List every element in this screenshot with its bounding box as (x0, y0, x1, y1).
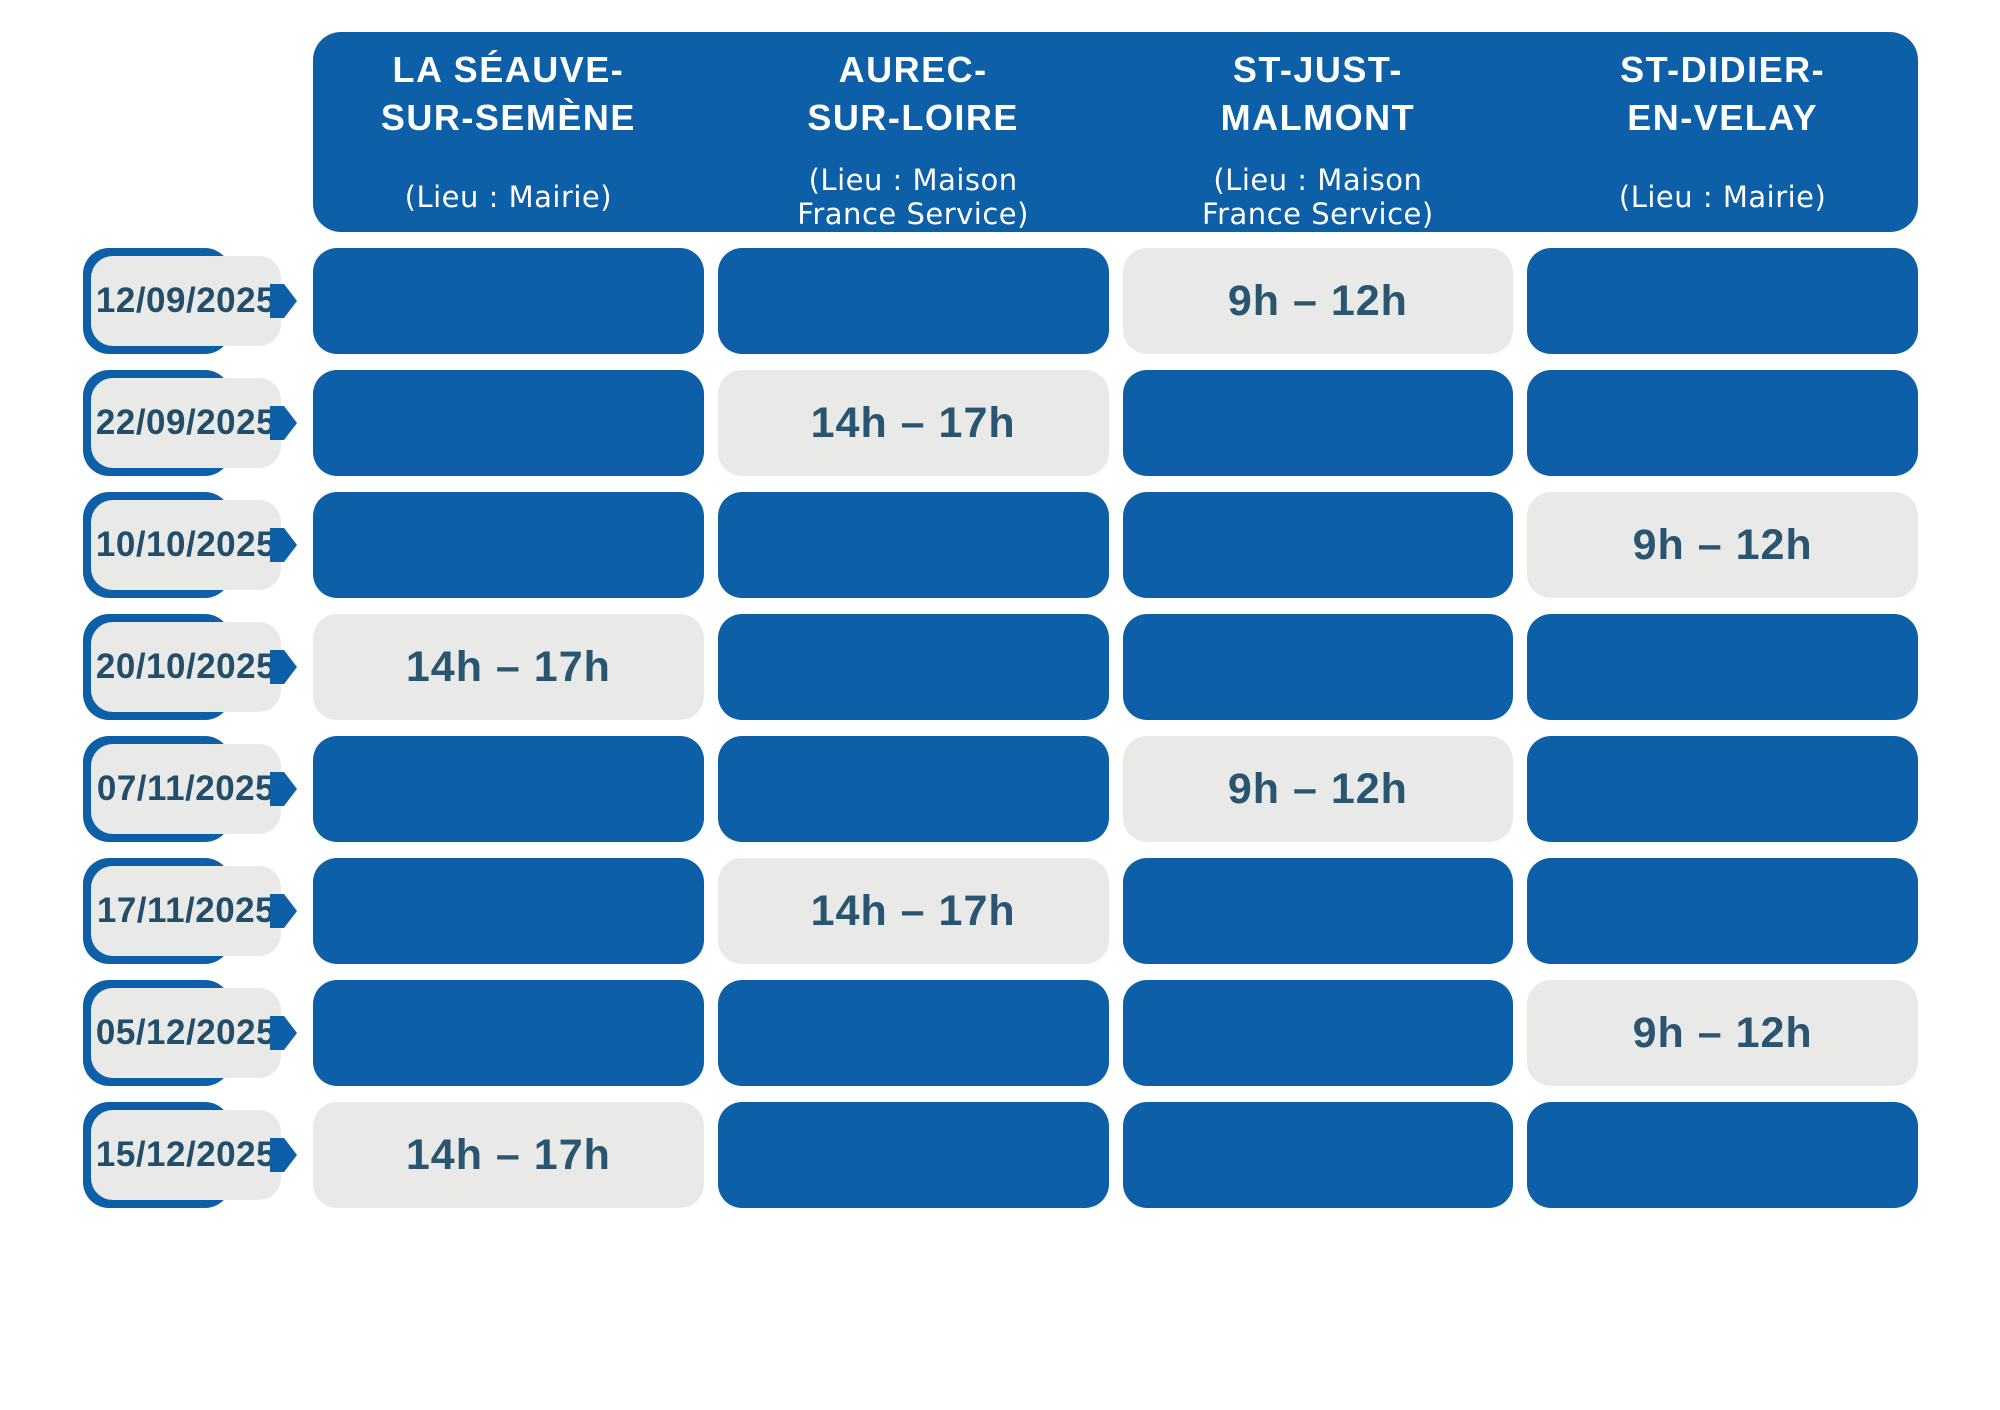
schedule-cell: 9h – 12h (1527, 980, 1918, 1086)
column-location: (Lieu : Mairie) (1618, 180, 1827, 214)
schedule-cell (1527, 248, 1918, 354)
column-location: (Lieu : Maison France Service) (1202, 163, 1434, 231)
schedule-cell (717, 248, 1109, 354)
schedule-cell (717, 1102, 1109, 1208)
schedule-cell (313, 858, 704, 964)
schedule-cell: 14h – 17h (717, 370, 1109, 476)
date-pill: 05/12/2025 (83, 980, 299, 1086)
schedule-cell (1122, 1102, 1514, 1208)
column-location: (Lieu : Maison France Service) (797, 163, 1029, 231)
schedule-cell (1527, 370, 1918, 476)
date-label: 15/12/2025 (91, 1110, 281, 1200)
column-header-st-didier-en-velay: ST-DIDIER- EN-VELAY (Lieu : Mairie) (1527, 32, 1918, 232)
arrow-right-icon (270, 894, 297, 928)
schedule-cell (1527, 736, 1918, 842)
date-label: 07/11/2025 (91, 744, 281, 834)
schedule-cell (717, 980, 1109, 1086)
arrow-right-icon (270, 406, 297, 440)
date-pill: 12/09/2025 (83, 248, 299, 354)
date-pill: 07/11/2025 (83, 736, 299, 842)
schedule-cell (1527, 1102, 1918, 1208)
schedule-cell (313, 370, 704, 476)
table-header: LA SÉAUVE- SUR-SEMÈNE (Lieu : Mairie) AU… (313, 32, 1918, 232)
date-label: 05/12/2025 (91, 988, 281, 1078)
column-header-st-just-malmont: ST-JUST- MALMONT (Lieu : Maison France S… (1123, 32, 1514, 232)
date-pill: 22/09/2025 (83, 370, 299, 476)
arrow-right-icon (270, 1138, 297, 1172)
arrow-right-icon (270, 772, 297, 806)
date-label: 22/09/2025 (91, 378, 281, 468)
schedule-cell (717, 492, 1109, 598)
schedule-cell: 14h – 17h (717, 858, 1109, 964)
schedule-cell: 9h – 12h (1122, 248, 1514, 354)
schedule-cell (1527, 858, 1918, 964)
schedule-cell (1122, 980, 1514, 1086)
arrow-right-icon (270, 284, 297, 318)
date-pill: 17/11/2025 (83, 858, 299, 964)
schedule-cell (1122, 614, 1514, 720)
column-header-aurec-sur-loire: AUREC- SUR-LOIRE (Lieu : Maison France S… (718, 32, 1109, 232)
date-label: 17/11/2025 (91, 866, 281, 956)
schedule-cell: 14h – 17h (313, 614, 704, 720)
column-header-la-seauve-sur-semene: LA SÉAUVE- SUR-SEMÈNE (Lieu : Mairie) (313, 32, 704, 232)
corner-spacer (83, 32, 299, 232)
schedule-cell (313, 248, 704, 354)
schedule-cell (1122, 492, 1514, 598)
date-label: 10/10/2025 (91, 500, 281, 590)
schedule-cell (313, 980, 704, 1086)
arrow-right-icon (270, 650, 297, 684)
schedule-cell (717, 614, 1109, 720)
column-title: ST-JUST- MALMONT (1220, 49, 1416, 138)
schedule-cell (717, 736, 1109, 842)
schedule-cell: 14h – 17h (313, 1102, 704, 1208)
date-pill: 15/12/2025 (83, 1102, 299, 1208)
column-title: AUREC- SUR-LOIRE (807, 49, 1019, 138)
date-pill: 20/10/2025 (83, 614, 299, 720)
date-label: 12/09/2025 (91, 256, 281, 346)
schedule-cell (313, 492, 704, 598)
arrow-right-icon (270, 1016, 297, 1050)
date-pill: 10/10/2025 (83, 492, 299, 598)
schedule-cell: 9h – 12h (1527, 492, 1918, 598)
arrow-right-icon (270, 528, 297, 562)
column-location: (Lieu : Mairie) (404, 180, 613, 214)
schedule-table: LA SÉAUVE- SUR-SEMÈNE (Lieu : Mairie) AU… (83, 32, 1918, 1208)
schedule-cell (313, 736, 704, 842)
column-title: ST-DIDIER- EN-VELAY (1620, 49, 1826, 138)
schedule-cell (1122, 370, 1514, 476)
schedule-cell: 9h – 12h (1122, 736, 1514, 842)
schedule-cell (1527, 614, 1918, 720)
column-title: LA SÉAUVE- SUR-SEMÈNE (380, 49, 636, 138)
schedule-cell (1122, 858, 1514, 964)
date-label: 20/10/2025 (91, 622, 281, 712)
